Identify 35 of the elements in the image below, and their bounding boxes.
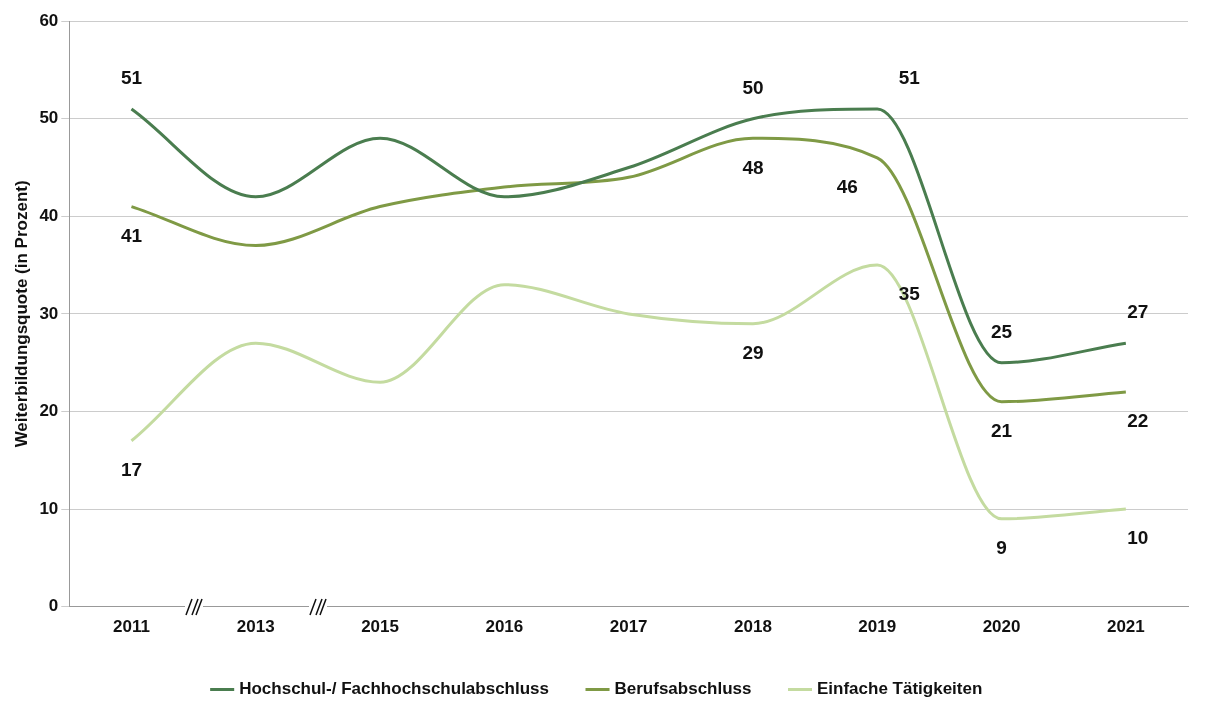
- y-tick-label: 30: [39, 303, 59, 323]
- legend-label: Hochschul-/ Fachhochschulabschluss: [239, 679, 550, 699]
- data-label: 50: [742, 77, 764, 98]
- y-axis-title: Weiterbildungsquote (in Prozent): [11, 180, 31, 448]
- x-tick-label: 2018: [734, 617, 772, 637]
- data-label: 17: [120, 458, 143, 480]
- data-label: 51: [120, 67, 143, 89]
- x-tick-label: 2021: [1106, 617, 1145, 637]
- x-tick-label: 2011: [113, 617, 150, 637]
- data-label: 29: [742, 341, 764, 363]
- x-tick-label: 2013: [236, 617, 275, 637]
- data-label: 51: [898, 67, 921, 89]
- y-tick-label: 0: [48, 596, 59, 616]
- data-label: 9: [996, 537, 1007, 559]
- data-label: 48: [742, 156, 764, 178]
- y-tick-label: 20: [39, 401, 59, 421]
- data-label: 25: [990, 320, 1013, 342]
- legend-label: Berufsabschluss: [614, 679, 752, 699]
- y-tick-label: 60: [39, 10, 59, 30]
- data-label: 21: [990, 419, 1013, 441]
- data-label: 46: [836, 176, 858, 198]
- y-tick-label: 40: [39, 206, 59, 226]
- legend-label: Einfache Tätigkeiten: [817, 679, 983, 699]
- x-tick-label: 2015: [361, 617, 399, 637]
- x-tick-label: 2020: [982, 617, 1021, 637]
- data-label: 22: [1127, 410, 1149, 432]
- data-label: 10: [1127, 527, 1149, 549]
- x-tick-label: 2016: [485, 617, 524, 637]
- x-tick-label: 2019: [858, 617, 897, 637]
- data-label: 27: [1127, 301, 1149, 323]
- data-label: 41: [120, 224, 143, 246]
- data-label: 35: [898, 283, 921, 305]
- y-tick-label: 10: [39, 498, 59, 518]
- y-tick-label: 50: [39, 108, 59, 128]
- x-tick-label: 2017: [609, 617, 648, 637]
